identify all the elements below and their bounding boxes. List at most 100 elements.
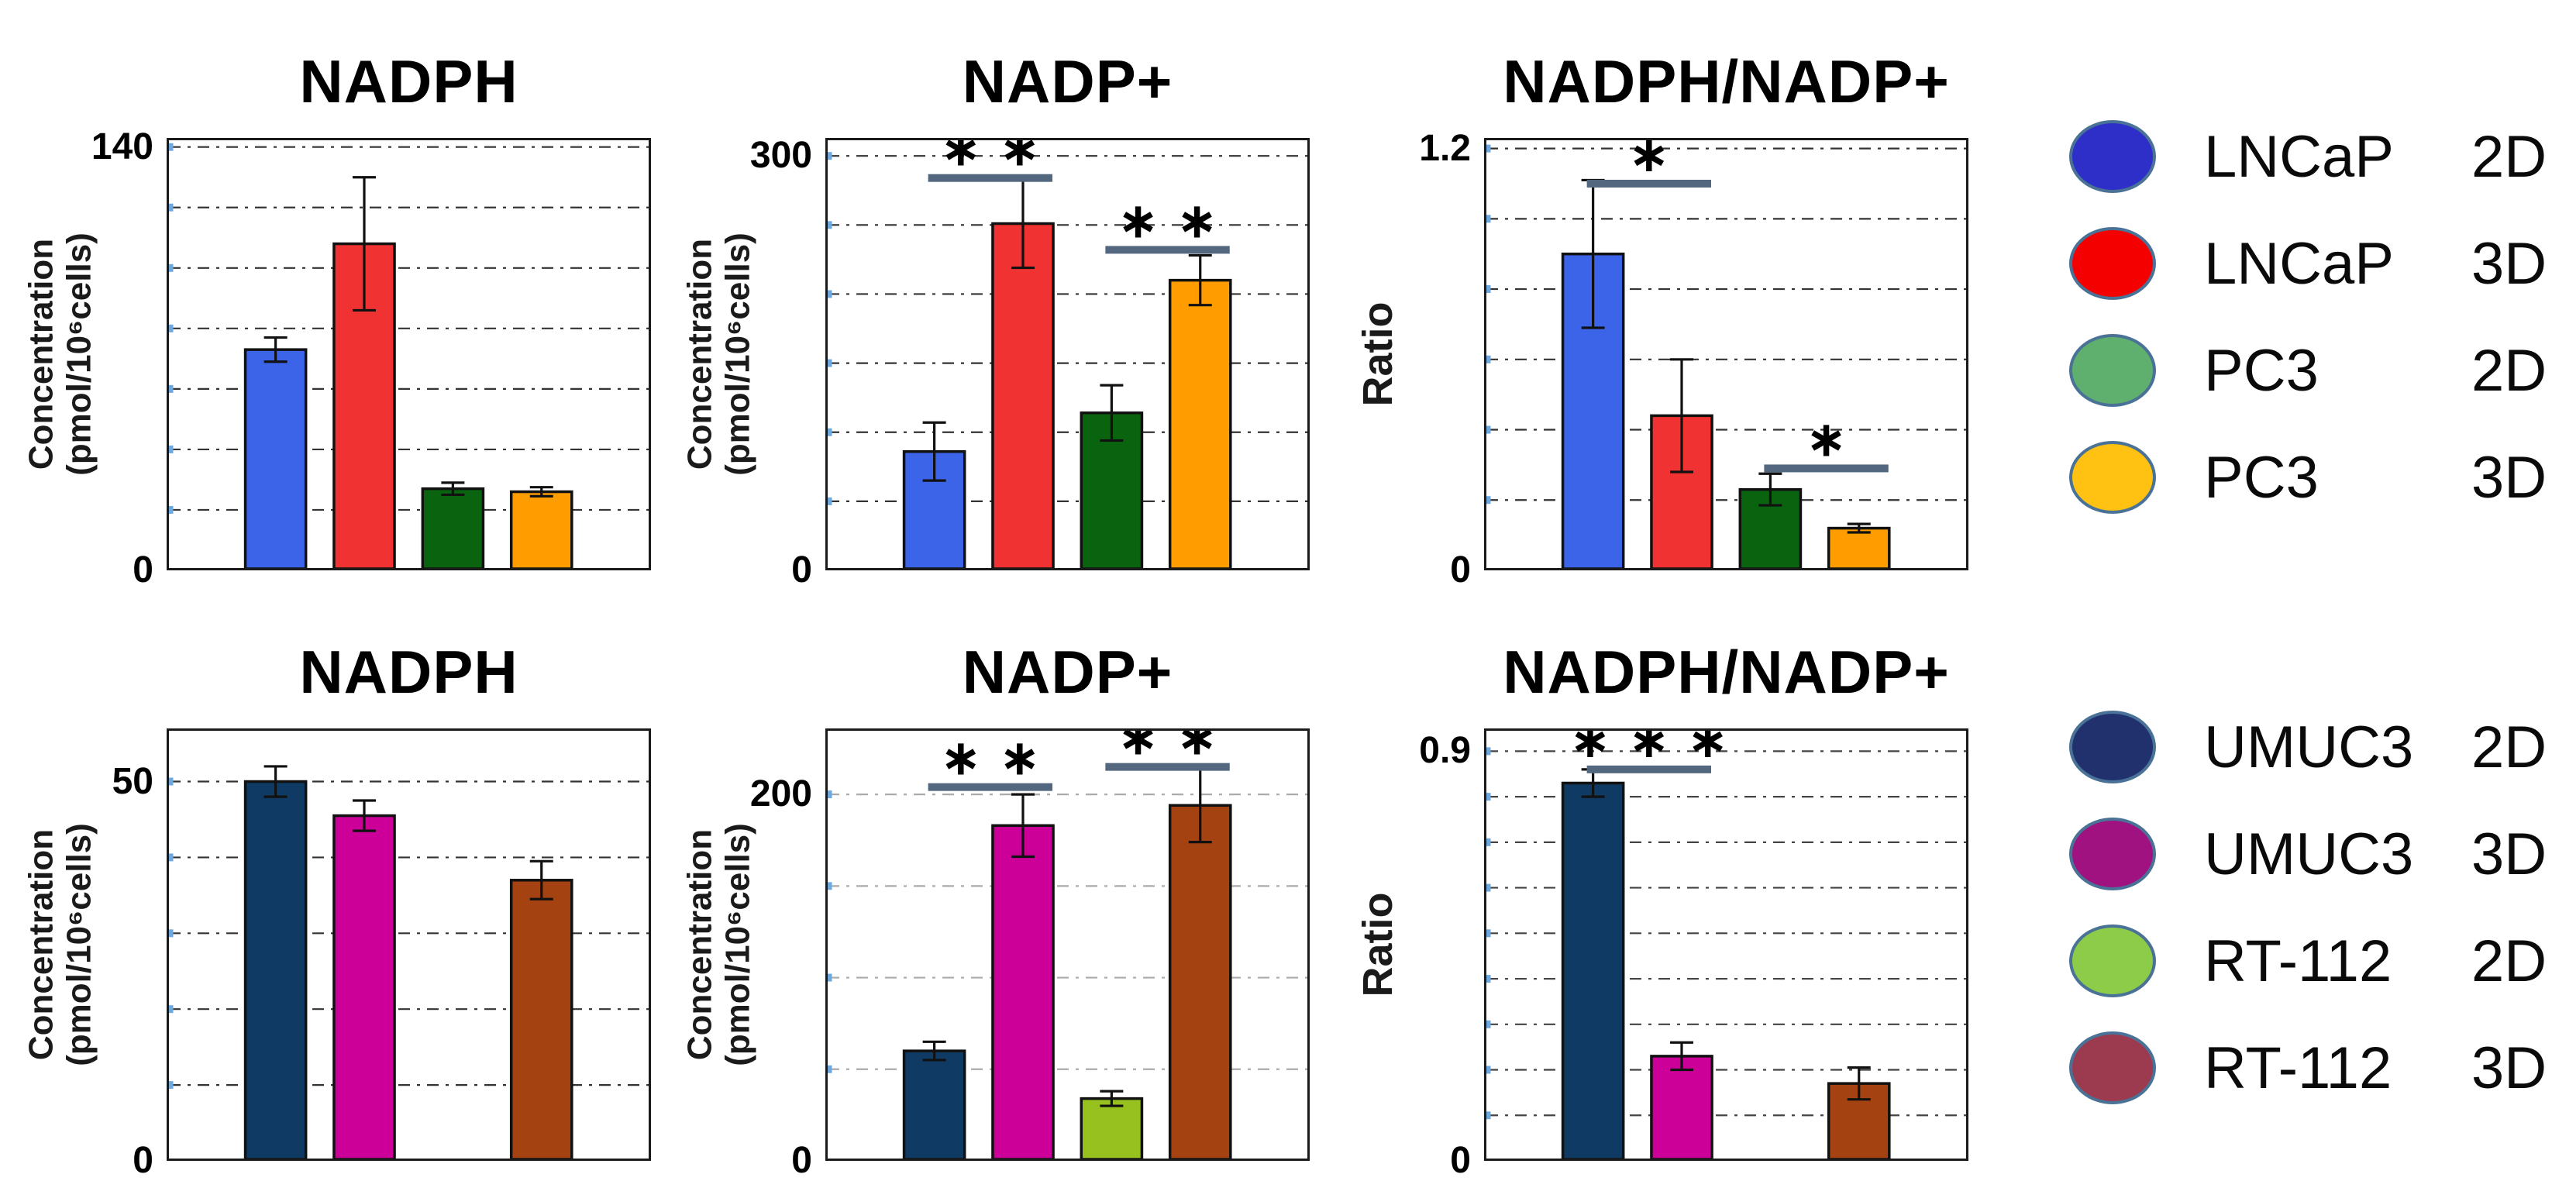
axis-tick xyxy=(167,445,174,453)
y-axis-max-label: 0.9 xyxy=(1419,730,1471,772)
plot-canvas xyxy=(167,138,651,570)
axis-tick xyxy=(1484,144,1491,153)
y-axis-title-line2: (pmol/10⁶cells) xyxy=(60,823,98,1066)
axis-tick xyxy=(167,324,174,332)
chart-nadph-bladder: NADPH Concentration (pmol/10⁶cells) 50 0 xyxy=(0,590,659,1181)
legend-item-dimension: 2D xyxy=(2471,928,2547,994)
y-axis-max-label: 300 xyxy=(749,135,812,177)
legend-item-dimension: 3D xyxy=(2471,230,2547,297)
chart-nadp-prostate: NADP+ Concentration (pmol/10⁶cells) 300 … xyxy=(659,0,1317,590)
legend-item-dimension: 3D xyxy=(2471,821,2547,887)
y-axis-zero-label: 0 xyxy=(791,1140,812,1181)
significance-bar xyxy=(1105,246,1230,254)
plot-area: ∗ ∗ ∗ ∗ xyxy=(825,138,1310,570)
significance-bar xyxy=(928,174,1052,182)
error-bar-lncap-3d xyxy=(353,176,376,312)
chart-title: NADP+ xyxy=(962,47,1173,115)
axis-tick xyxy=(825,882,832,890)
chart-title: NADPH/NADP+ xyxy=(1503,47,1950,115)
error-bar-lncap-2d xyxy=(263,336,288,363)
error-bar-pc3-2d xyxy=(1758,472,1782,507)
axis-tick xyxy=(1484,1066,1491,1074)
plot-border xyxy=(167,728,651,1161)
legend-item-label: LNCaP xyxy=(2204,123,2394,190)
axis-tick xyxy=(1484,285,1491,294)
plot-canvas: ∗ ∗ ∗ ∗ xyxy=(825,728,1310,1161)
bar-rt-112-3d xyxy=(509,879,573,1161)
legend-item-label: RT-112 xyxy=(2204,928,2392,994)
legend-item-label: UMUC3 xyxy=(2204,714,2414,780)
chart-nadph-prostate: NADPH Concentration (pmol/10⁶cells) 140 … xyxy=(0,0,659,590)
legend-swatch-ellipse-icon xyxy=(2069,711,2156,783)
axis-tick xyxy=(825,1065,832,1073)
legend-item-dimension: 3D xyxy=(2471,1035,2547,1101)
legend-item-rt112-3d: RT-112 3D xyxy=(2069,1031,2547,1104)
axis-tick xyxy=(1484,747,1491,756)
significance-stars: ∗ ∗ xyxy=(940,138,1041,178)
legend-item-dimension: 2D xyxy=(2471,714,2547,780)
error-bar-umuc3-3d xyxy=(1670,1041,1693,1072)
axis-tick xyxy=(167,384,174,393)
error-bar-rt-112-3d xyxy=(529,859,553,900)
bar-pc3-3d xyxy=(1827,526,1891,570)
plot-area xyxy=(167,728,651,1161)
y-axis-title: Concentration (pmol/10⁶cells) xyxy=(22,650,99,1181)
error-bar-umuc3-2d xyxy=(263,765,288,798)
significance-bar xyxy=(1586,765,1711,773)
plot-border xyxy=(1484,138,1968,570)
legend-swatch-ellipse-icon xyxy=(2069,334,2156,407)
chart-title: NADPH xyxy=(299,638,518,706)
legend-item-label: LNCaP xyxy=(2204,230,2394,297)
plot-background xyxy=(1484,138,1968,570)
axis-tick xyxy=(167,143,174,151)
axis-tick xyxy=(167,1081,174,1090)
legend-swatch-ellipse-icon xyxy=(2069,1031,2156,1104)
plot-background xyxy=(825,138,1310,570)
y-axis-zero-label: 0 xyxy=(1450,549,1471,590)
legend-swatch-ellipse-icon xyxy=(2069,120,2156,193)
axis-tick xyxy=(167,505,174,514)
legend-swatch-ellipse-icon xyxy=(2069,924,2156,997)
plot-border xyxy=(825,138,1310,570)
axis-tick xyxy=(825,497,832,505)
legend-item-label: UMUC3 xyxy=(2204,821,2414,887)
legend-item-label: RT-112 xyxy=(2204,1035,2392,1101)
y-axis-title-line1: Concentration xyxy=(680,828,719,1061)
axis-tick xyxy=(825,973,832,982)
bar-umuc3-2d xyxy=(243,780,308,1161)
axis-tick xyxy=(167,203,174,212)
axis-tick xyxy=(825,359,832,367)
legend-item-lncap-2d: LNCaP 2D xyxy=(2069,120,2547,193)
plot-area: ∗ ∗ ∗ xyxy=(1484,728,1968,1161)
axis-tick xyxy=(825,152,832,160)
y-axis-zero-label: 0 xyxy=(1450,1140,1471,1181)
y-axis-title: Concentration (pmol/10⁶cells) xyxy=(681,650,758,1181)
significance-stars: ∗ ∗ xyxy=(940,730,1041,787)
plot-border xyxy=(1484,728,1968,1161)
significance-bar xyxy=(1586,179,1711,188)
error-bar-pc3-2d xyxy=(441,481,465,497)
error-bar-umuc3-3d xyxy=(353,799,376,832)
legend-item-dimension: 2D xyxy=(2471,337,2547,404)
error-bar-rt-112-2d xyxy=(1100,1090,1124,1107)
y-axis-title-line1: Concentration xyxy=(22,828,60,1061)
plot-background xyxy=(825,728,1310,1161)
axis-tick xyxy=(1484,838,1491,846)
chart-title: NADP+ xyxy=(962,638,1173,706)
legend-item-lncap-3d: LNCaP 3D xyxy=(2069,227,2547,300)
bar-pc3-3d xyxy=(1168,278,1232,570)
error-bar-pc3-3d xyxy=(1847,522,1871,534)
axis-tick xyxy=(1484,1020,1491,1028)
bar-umuc3-2d xyxy=(902,1049,966,1161)
bar-lncap-3d xyxy=(991,222,1055,570)
plot-background xyxy=(1484,728,1968,1161)
chart-nadp-bladder: NADP+ Concentration (pmol/10⁶cells) 200 … xyxy=(659,590,1317,1181)
axis-tick xyxy=(825,790,832,799)
bar-umuc3-3d xyxy=(1650,1055,1713,1161)
axis-tick xyxy=(167,1005,174,1014)
axis-tick xyxy=(167,263,174,272)
bar-umuc3-3d xyxy=(332,814,396,1161)
significance-bar xyxy=(1764,464,1889,473)
legend-swatch-ellipse-icon xyxy=(2069,441,2156,514)
